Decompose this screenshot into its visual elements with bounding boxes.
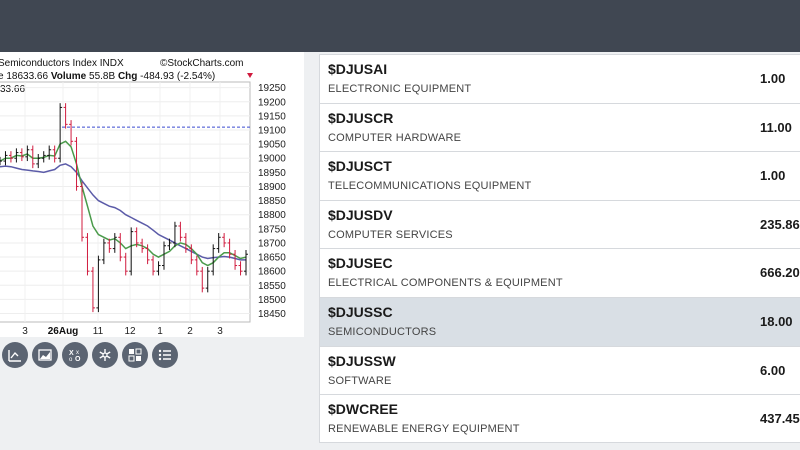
industry-list: $DJUSAI ELECTRONIC EQUIPMENT 1.00 $DJUSCR CO… xyxy=(319,54,800,443)
chart-canvas: Semiconductors Index INDX ©StockCharts.c… xyxy=(0,58,286,337)
price-chart[interactable]: Semiconductors Index INDX ©StockCharts.c… xyxy=(0,52,304,337)
y-tick-label: 18650 xyxy=(258,253,286,264)
y-tick-label: 18800 xyxy=(258,210,286,221)
industry-name: ELECTRONIC EQUIPMENT xyxy=(328,83,472,95)
industry-row[interactable]: $DJUSAI ELECTRONIC EQUIPMENT 1.00 xyxy=(320,55,800,104)
industry-value: 437.45 xyxy=(760,411,800,427)
industry-name: COMPUTER HARDWARE xyxy=(328,131,462,144)
industry-name: COMPUTER SERVICES xyxy=(328,228,453,241)
y-tick-label: 19250 xyxy=(258,83,286,94)
x-tick-label: 2 xyxy=(187,326,193,337)
chart-type-icon xyxy=(8,350,21,362)
x-tick-label: 26Aug xyxy=(48,326,79,337)
industry-value: 235.86 xyxy=(760,216,800,232)
industry-row[interactable]: $DJUSSC SEMICONDUCTORS 18.00 xyxy=(320,297,800,347)
industry-value: 18.00 xyxy=(760,313,793,329)
area-chart-icon xyxy=(38,349,52,361)
industry-symbol[interactable]: $DJUSSW xyxy=(328,352,396,369)
y-tick-label: 18600 xyxy=(258,267,286,278)
y-tick-label: 18550 xyxy=(258,281,286,292)
x-tick-label: 3 xyxy=(217,326,223,337)
price-tag: 33.66 xyxy=(0,84,25,95)
industry-value: 666.20 xyxy=(760,265,800,281)
industry-symbol[interactable]: $DJUSDV xyxy=(328,206,393,223)
y-tick-label: 19200 xyxy=(258,97,286,108)
chart-stats: e 18633.66 Volume 55.8B Chg -484.93 (-2.… xyxy=(0,71,215,82)
industry-row[interactable]: $DJUSCT TELECOMMUNICATIONS EQUIPMENT 1.00 xyxy=(320,152,800,201)
industry-row[interactable]: $DJUSSW SOFTWARE 6.00 xyxy=(320,347,800,396)
list-button[interactable] xyxy=(152,342,178,368)
industry-name: SOFTWARE xyxy=(328,374,392,387)
industry-symbol[interactable]: $DJUSSC xyxy=(328,303,393,320)
x-tick-label: 11 xyxy=(93,326,104,337)
chart-type-button[interactable] xyxy=(2,342,28,368)
y-tick-label: 19150 xyxy=(258,111,286,122)
plot-frame xyxy=(0,81,251,323)
y-tick-label: 18950 xyxy=(258,168,286,179)
industry-value: 1.00 xyxy=(760,168,786,184)
y-tick-label: 19050 xyxy=(258,140,286,151)
x-tick-label: 1 xyxy=(157,326,163,337)
industry-row[interactable]: $DJUSEC ELECTRICAL COMPONENTS & EQUIPMENT… xyxy=(320,249,800,298)
industry-value: 11.00 xyxy=(760,119,792,135)
svg-text:O: O xyxy=(75,356,81,363)
svg-text:x: x xyxy=(76,350,79,356)
y-tick-label: 18500 xyxy=(258,295,286,306)
industry-row[interactable]: $DJUSDV COMPUTER SERVICES 235.86 xyxy=(320,201,800,250)
svg-text:X: X xyxy=(69,350,74,357)
compare-icon xyxy=(128,348,142,362)
y-tick-label: 18750 xyxy=(258,224,286,235)
y-tick-label: 18450 xyxy=(258,309,286,320)
industry-symbol[interactable]: $DJUSEC xyxy=(328,255,393,272)
svg-text:o: o xyxy=(69,357,73,363)
chart-brand: ©StockCharts.com xyxy=(160,58,244,69)
compare-button[interactable] xyxy=(122,342,148,368)
industry-symbol[interactable]: $DJUSCT xyxy=(328,158,392,175)
industry-symbol[interactable]: $DJUSAI xyxy=(328,61,388,77)
industry-row[interactable]: $DWCREE RENEWABLE ENERGY EQUIPMENT 437.45 xyxy=(320,395,800,442)
x-tick-label: 12 xyxy=(124,326,136,337)
industry-value: 6.00 xyxy=(760,362,786,378)
settings-snowflake-icon xyxy=(99,349,111,361)
industry-name: RENEWABLE ENERGY EQUIPMENT xyxy=(328,423,520,436)
down-arrow-icon xyxy=(247,73,253,78)
industry-row[interactable]: $DJUSCR COMPUTER HARDWARE 11.00 xyxy=(320,104,800,153)
ma-short-line xyxy=(0,140,247,267)
industry-name: TELECOMMUNICATIONS EQUIPMENT xyxy=(328,180,532,193)
y-tick-label: 19100 xyxy=(258,126,286,137)
industry-name: ELECTRICAL COMPONENTS & EQUIPMENT xyxy=(328,277,563,290)
chart-title: Semiconductors Index INDX xyxy=(0,58,124,69)
industry-symbol[interactable]: $DJUSCR xyxy=(328,109,394,126)
industry-value: 1.00 xyxy=(760,71,786,86)
y-tick-label: 18850 xyxy=(258,196,286,207)
industry-symbol[interactable]: $DWCREE xyxy=(328,401,399,418)
area-chart-button[interactable] xyxy=(32,342,58,368)
industry-name: SEMICONDUCTORS xyxy=(328,325,437,338)
x-tick-label: 3 xyxy=(22,326,28,337)
ma-long-line xyxy=(0,163,246,261)
settings-button[interactable] xyxy=(92,342,118,368)
y-tick-label: 18900 xyxy=(258,182,286,193)
top-navigation-bar xyxy=(0,0,800,52)
y-tick-label: 19000 xyxy=(258,154,286,165)
list-icon xyxy=(158,349,171,361)
y-tick-label: 18700 xyxy=(258,238,286,249)
